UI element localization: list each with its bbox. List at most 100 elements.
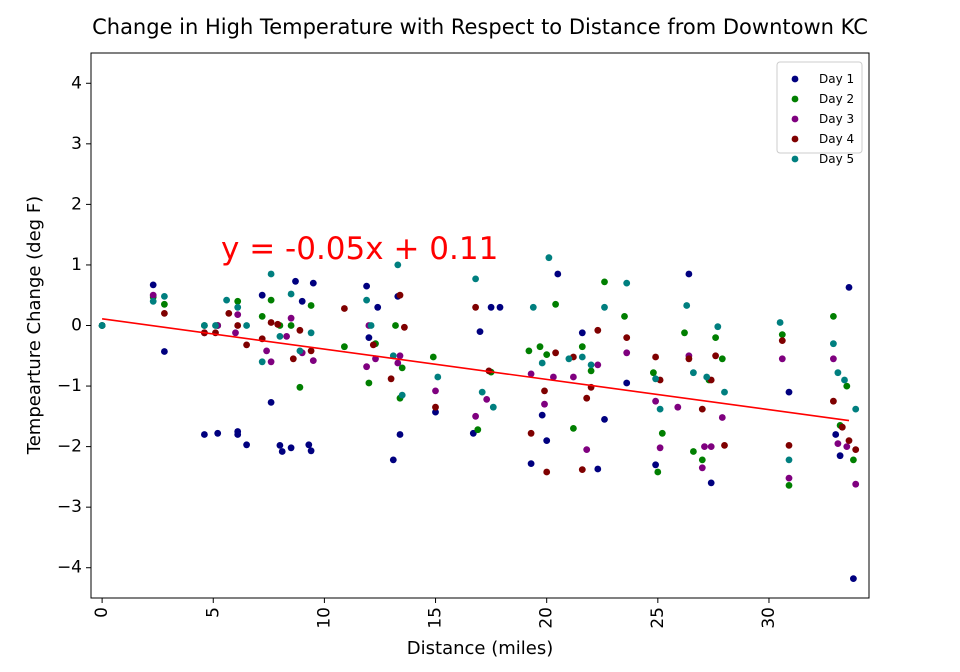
data-point [852, 480, 860, 488]
y-tick-label: 0 [71, 316, 82, 336]
data-point [834, 369, 842, 377]
data-point [234, 322, 242, 329]
y-tick-label: 1 [71, 255, 82, 275]
data-point [652, 353, 659, 361]
x-axis: 0 5 10 15 20 25 30 [92, 598, 779, 629]
series-5 [98, 254, 860, 464]
data-point [623, 379, 631, 387]
data-point [707, 443, 715, 450]
data-point [623, 279, 631, 287]
data-point [852, 446, 860, 453]
data-point [267, 296, 275, 304]
legend-marker [791, 95, 799, 103]
data-point [527, 370, 535, 378]
data-point [309, 357, 317, 364]
data-point [830, 313, 837, 320]
data-point [594, 326, 602, 334]
data-point [472, 303, 479, 311]
data-point [341, 305, 348, 312]
data-point [776, 319, 784, 326]
legend-label: Day 5 [819, 152, 854, 166]
data-point [267, 399, 275, 406]
legend-box [776, 61, 863, 154]
data-point [832, 431, 840, 438]
data-point [529, 303, 537, 311]
data-point [843, 443, 851, 450]
data-point [587, 361, 595, 369]
data-point [387, 375, 395, 383]
data-point [258, 291, 266, 299]
data-point [243, 441, 251, 449]
data-point [212, 322, 219, 329]
data-point [785, 442, 793, 449]
y-axis: 4 3 2 1 0 −1 −2 −3 −4 [57, 73, 91, 578]
x-tick-label: 5 [203, 607, 223, 618]
x-axis-label: Distance (miles) [407, 638, 553, 659]
data-point [778, 337, 786, 344]
data-point [583, 446, 591, 453]
data-point [232, 329, 239, 337]
data-point [830, 355, 837, 363]
data-point [658, 429, 666, 437]
data-point [778, 331, 786, 338]
data-point [650, 369, 657, 377]
x-tick-label: 30 [759, 607, 779, 629]
data-point [489, 403, 497, 411]
data-point [785, 474, 793, 482]
data-point [278, 448, 286, 455]
data-point [652, 461, 659, 469]
data-point [263, 347, 270, 355]
data-point [98, 322, 106, 329]
data-point [703, 373, 711, 381]
data-point [718, 355, 726, 363]
data-point [578, 329, 586, 337]
data-point [685, 355, 693, 363]
data-point [487, 303, 495, 311]
y-axis-label: Tempearture Change (deg F) [24, 196, 45, 455]
data-point [652, 375, 659, 383]
y-tick-label: 4 [71, 73, 82, 93]
data-point [234, 297, 242, 305]
data-point [785, 456, 793, 464]
data-point [149, 291, 157, 299]
y-tick-label: −1 [57, 376, 82, 396]
data-point [541, 400, 548, 408]
data-point [541, 387, 548, 395]
data-point [396, 352, 404, 360]
data-point [363, 296, 370, 304]
y-tick-label: −4 [57, 558, 82, 578]
data-point [698, 456, 706, 464]
data-point [674, 403, 682, 411]
data-point [161, 310, 168, 317]
data-point [363, 282, 370, 290]
data-point [432, 403, 439, 411]
data-point [401, 323, 408, 331]
data-point [570, 373, 577, 381]
series-3 [149, 291, 860, 488]
data-point [234, 431, 242, 438]
data-point [296, 326, 304, 334]
x-tick-label: 0 [92, 607, 112, 618]
y-tick-label: 3 [71, 134, 82, 154]
data-point [594, 361, 602, 369]
data-point [258, 358, 266, 366]
data-point [396, 431, 404, 438]
data-point [565, 355, 573, 363]
data-point [594, 465, 602, 473]
data-point [690, 448, 697, 455]
data-point [287, 290, 295, 298]
data-point [365, 334, 373, 341]
data-point [681, 329, 688, 337]
data-point [712, 334, 719, 341]
data-point [712, 352, 719, 360]
data-point [307, 302, 315, 309]
data-point [652, 397, 659, 405]
data-point [369, 341, 377, 349]
y-tick-label: −3 [57, 497, 82, 517]
y-tick-label: 2 [71, 194, 82, 214]
data-point [298, 297, 306, 305]
data-point [718, 414, 726, 421]
data-point [267, 319, 275, 326]
data-point [394, 359, 402, 367]
data-point [536, 343, 544, 351]
